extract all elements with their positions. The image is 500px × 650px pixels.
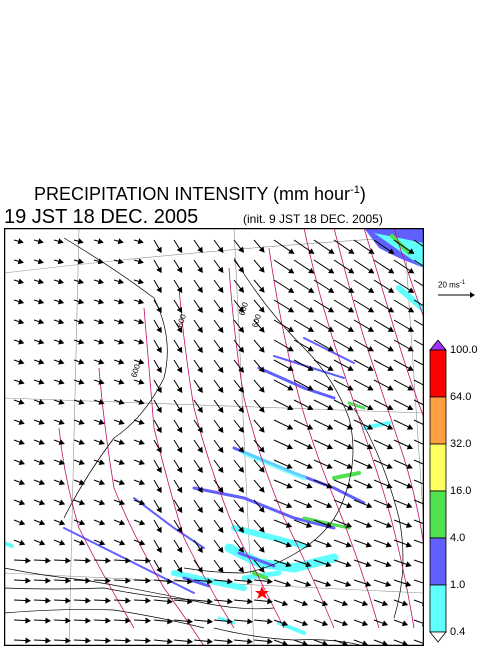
colorbar-label: 4.0 [450, 532, 466, 544]
precipitation-map: 600 600 600 600 [4, 228, 424, 646]
colorbar [429, 340, 447, 643]
contour-label: 600 [237, 301, 250, 317]
contour-label: 600 [250, 313, 263, 329]
wind-scale-label: 20 ms-1 [438, 280, 466, 290]
wind-vectors [13, 238, 424, 646]
contour-labels: 600 600 600 600 [129, 301, 263, 379]
wind-scale-arrow [438, 292, 475, 298]
contour-label: 600 [175, 313, 188, 329]
colorbar-label: 32.0 [450, 438, 472, 450]
coastline [4, 237, 404, 646]
chart-title: PRECIPITATION INTENSITY (mm hour-1) [34, 184, 366, 204]
init-time: (init. 9 JST 18 DEC. 2005) [243, 212, 383, 226]
colorbar-label: 0.4 [450, 626, 466, 638]
location-marker [255, 586, 269, 599]
precipitation-bands [4, 228, 424, 635]
colorbar-label: 16.0 [450, 485, 472, 497]
valid-time: 19 JST 18 DEC. 2005 [4, 206, 199, 228]
contour-label: 600 [129, 363, 142, 379]
colorbar-label: 64.0 [450, 391, 472, 403]
colorbar-label: 1.0 [450, 579, 466, 591]
colorbar-label: 100.0 [450, 344, 478, 356]
